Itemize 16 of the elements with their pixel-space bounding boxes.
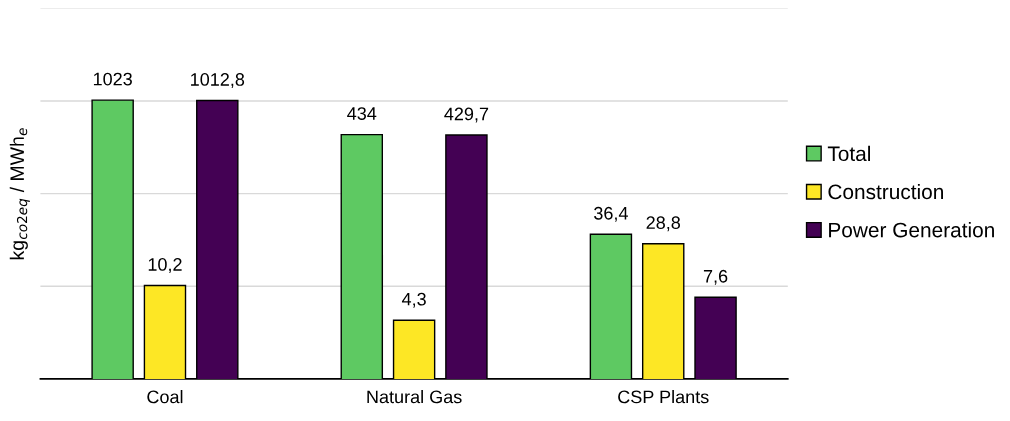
data-label: 429,7 bbox=[444, 107, 489, 123]
data-label: 434 bbox=[347, 107, 377, 120]
data-label: 10,2 bbox=[148, 258, 182, 273]
data-label: 1023 bbox=[93, 72, 132, 86]
data-label: 36,4 bbox=[594, 206, 628, 222]
x-tick-label: CSP Plants bbox=[618, 390, 709, 404]
legend-label: Total bbox=[827, 145, 870, 162]
x-tick-label: Natural Gas bbox=[367, 390, 462, 404]
data-label: 28,8 bbox=[646, 216, 681, 232]
y-axis-title: kg$_{co2eq}$ / MWh$_{e}$ bbox=[9, 128, 30, 260]
data-label: 7,6 bbox=[703, 269, 728, 285]
data-label: 1012,8 bbox=[191, 73, 245, 88]
data-label: 4,3 bbox=[401, 292, 426, 308]
legend-label: Construction bbox=[828, 183, 943, 200]
x-tick-label: Coal bbox=[147, 390, 183, 404]
legend-label: Power Generation bbox=[829, 222, 994, 238]
